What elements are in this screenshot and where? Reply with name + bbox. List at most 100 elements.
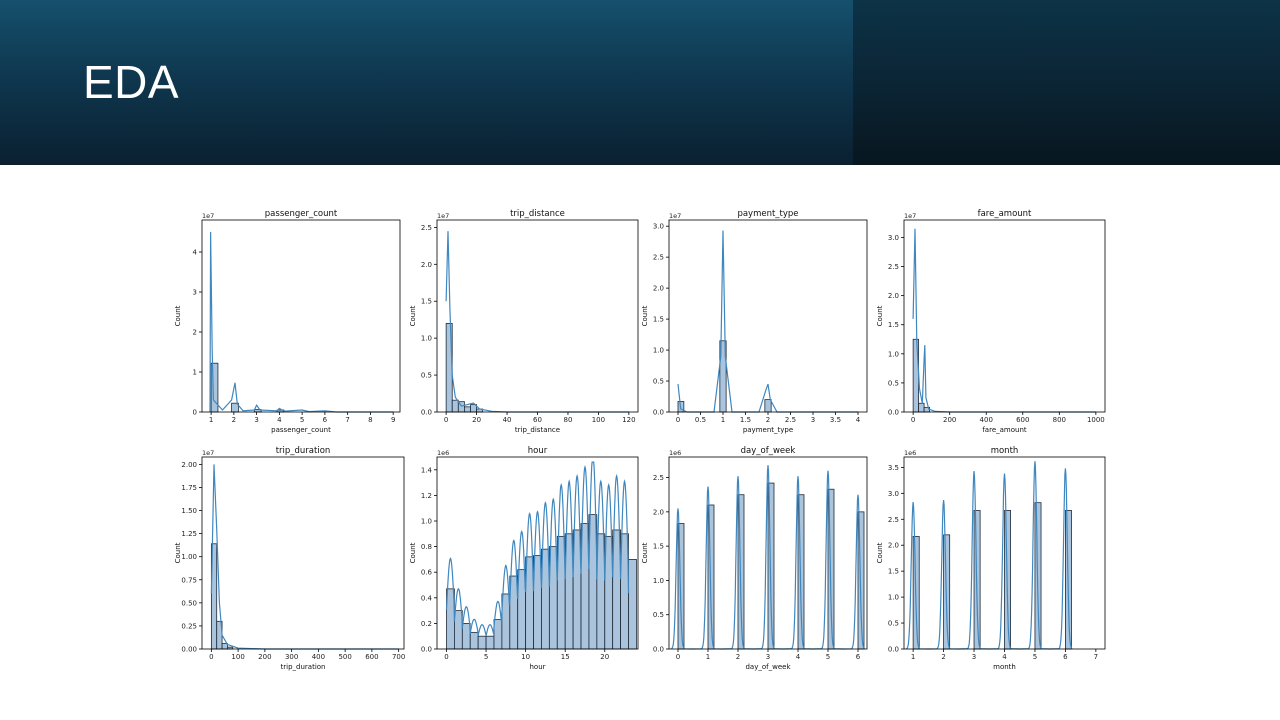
x-tick-label: 2: [736, 653, 740, 661]
y-axis-label: Count: [876, 542, 884, 563]
chart-title: hour: [528, 446, 548, 456]
chart-trip_duration: 0 100 200 300 400 500 600 700 0.00 0.25 0.50 0.75 1.…: [174, 446, 405, 671]
y-tick-label: 0.0: [888, 409, 899, 417]
x-tick-label: 800: [1053, 416, 1066, 424]
y-tick-label: 0.5: [888, 379, 899, 387]
y-tick-label: 1.50: [181, 507, 197, 515]
y-tick-label: 2.0: [888, 292, 899, 300]
y-tick-label: 1.5: [888, 321, 899, 329]
y-tick-label: 2.0: [421, 261, 432, 269]
y-tick-label: 0.75: [181, 576, 197, 584]
y-tick-label: 1.0: [888, 594, 899, 602]
plot-frame: [436, 219, 639, 413]
y-tick-label: 0.5: [421, 372, 432, 380]
y-tick-label: 1.75: [181, 484, 197, 492]
y-tick-label: 0.0: [421, 646, 432, 654]
y-scale-label: 1e7: [669, 212, 681, 220]
kde-line: [209, 231, 394, 413]
y-scale-label: 1e6: [437, 449, 449, 457]
plot-frame: [668, 219, 868, 413]
y-tick-label: 2.5: [653, 474, 664, 482]
x-tick-label: 200: [258, 653, 271, 661]
y-tick-label: 1.5: [421, 298, 432, 306]
plot-frame: [201, 219, 401, 413]
y-tick-label: 1.0: [888, 350, 899, 358]
histogram-bar: [485, 635, 495, 650]
y-tick-label: 0.25: [181, 622, 197, 630]
kde-line: [210, 464, 399, 650]
x-tick-label: 100: [592, 416, 605, 424]
chart-hour: 0 5 10 15 20 0.0 0.2 0.4 0.6 0.8 1.0 1.2 1.4 hour hour…: [409, 446, 639, 671]
x-tick-label: 0: [444, 416, 448, 424]
kde-line: [677, 230, 858, 413]
x-tick-label: 3: [811, 416, 815, 424]
y-tick-label: 1: [193, 369, 197, 377]
y-axis-label: Count: [876, 305, 884, 326]
y-tick-label: 4: [193, 249, 198, 257]
x-tick-label: 20: [600, 653, 609, 661]
x-tick-label: 6: [856, 653, 861, 661]
y-tick-label: 0.00: [181, 646, 197, 654]
kde-line: [445, 461, 630, 636]
y-tick-label: 0.0: [888, 646, 899, 654]
x-tick-label: 1.5: [740, 416, 751, 424]
x-tick-label: 8: [368, 416, 372, 424]
chart-fare_amount: 0 200 400 600 800 1000 0.0 0.5 1.0 1.5 2.0 2.5 3.0 fa…: [876, 209, 1106, 434]
kde-line: [906, 461, 1073, 650]
histogram-bar: [461, 623, 471, 650]
x-tick-label: 120: [622, 416, 635, 424]
x-tick-label: 2.5: [785, 416, 796, 424]
x-tick-label: 60: [533, 416, 542, 424]
x-tick-label: 1: [721, 416, 725, 424]
kde-line: [671, 465, 865, 650]
histogram-bar: [628, 559, 637, 650]
histogram-bar: [221, 643, 228, 650]
y-tick-label: 1.5: [888, 568, 899, 576]
chart-trip_distance: 0 20 40 60 80 100 120 0.0 0.5 1.0 1.5 2.0 2.5 trip_di…: [409, 209, 639, 434]
x-tick-label: 2: [941, 653, 945, 661]
x-tick-label: 5: [300, 416, 304, 424]
y-tick-label: 0: [193, 409, 197, 417]
y-tick-label: 1.5: [653, 316, 664, 324]
histogram-bar: [469, 631, 479, 650]
slide-title: EDA: [83, 56, 180, 108]
x-axis-label: hour: [529, 663, 545, 671]
y-tick-label: 0.0: [653, 409, 664, 417]
x-tick-label: 4: [856, 416, 861, 424]
chart-day_of_week: 0 1 2 3 4 5 6 0.0 0.5 1.0 1.5 2.0 2.5 day_of_week day_…: [641, 446, 868, 671]
kde-line: [445, 231, 629, 413]
kde-line: [912, 228, 1096, 413]
x-tick-label: 400: [312, 653, 325, 661]
plot-frame: [903, 219, 1106, 413]
x-tick-label: 5: [826, 653, 830, 661]
x-axis-label: month: [993, 663, 1016, 671]
x-tick-label: 600: [1016, 416, 1029, 424]
x-tick-label: 0: [911, 416, 915, 424]
y-scale-label: 1e7: [904, 212, 916, 220]
x-tick-label: 0: [209, 653, 213, 661]
x-tick-label: 2: [766, 416, 770, 424]
x-tick-label: 1: [209, 416, 213, 424]
chart-title: trip_duration: [276, 446, 331, 456]
y-scale-label: 1e7: [202, 449, 214, 457]
y-tick-label: 0.0: [653, 646, 664, 654]
y-tick-label: 1.5: [653, 543, 664, 551]
y-tick-label: 0.8: [421, 543, 432, 551]
y-tick-label: 2.0: [888, 542, 899, 550]
y-tick-label: 0.0: [421, 409, 432, 417]
x-tick-label: 0: [676, 653, 680, 661]
y-tick-label: 2.00: [181, 461, 197, 469]
histogram-bar: [493, 619, 503, 650]
x-tick-label: 1000: [1087, 416, 1105, 424]
y-scale-label: 1e7: [437, 212, 449, 220]
plot-frame: [201, 456, 405, 650]
chart-title: trip_distance: [510, 209, 565, 219]
y-axis-label: Count: [409, 305, 417, 326]
histogram-bar: [477, 635, 487, 650]
y-tick-label: 0.5: [888, 620, 899, 628]
x-tick-label: 500: [338, 653, 351, 661]
x-tick-label: 9: [391, 416, 395, 424]
histogram-bar: [918, 402, 925, 413]
x-axis-label: passenger_count: [271, 426, 331, 434]
y-tick-label: 2.5: [653, 254, 664, 262]
